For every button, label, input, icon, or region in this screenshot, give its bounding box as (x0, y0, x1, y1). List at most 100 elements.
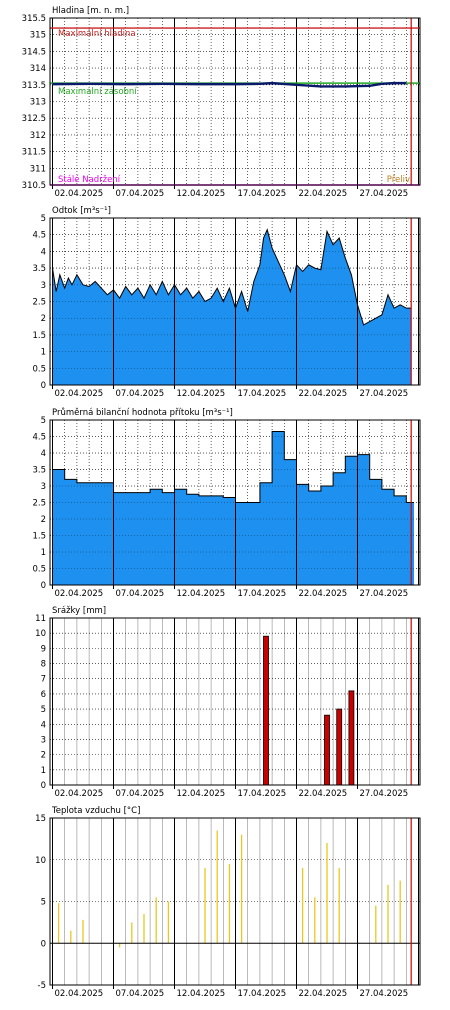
x-tick-label: 02.04.2025 (55, 589, 104, 599)
y-tick-label: 312.5 (22, 114, 46, 124)
x-tick-label: 27.04.2025 (360, 189, 409, 199)
x-tick-label: 22.04.2025 (299, 989, 348, 999)
y-tick-label: 311 (30, 164, 46, 174)
rain-bar (263, 635, 269, 786)
x-tick-label: 02.04.2025 (55, 789, 104, 799)
y-tick-label: 314 (30, 64, 46, 74)
rain-bar (324, 714, 330, 786)
y-tick-label: 5 (41, 214, 46, 224)
series-line (52, 81, 407, 88)
y-tick-label: 3.5 (32, 264, 46, 274)
y-tick-label: 9 (41, 644, 46, 654)
chart-title: Srážky [mm] (52, 606, 106, 616)
y-tick-label: 313 (30, 98, 46, 108)
x-tick-label: 02.04.2025 (55, 389, 104, 399)
y-tick-label: 4.5 (32, 433, 46, 443)
x-tick-label: 07.04.2025 (116, 389, 165, 399)
y-tick-label: -5 (38, 981, 46, 991)
y-tick-label: 8 (41, 660, 46, 670)
y-tick-label: 0 (41, 939, 46, 949)
y-tick-label: 311.5 (22, 148, 46, 158)
y-tick-label: 1 (41, 766, 46, 776)
y-tick-label: 4 (41, 247, 46, 257)
x-tick-label: 12.04.2025 (177, 589, 226, 599)
x-tick-label: 27.04.2025 (360, 589, 409, 599)
y-tick-label: 2.5 (32, 298, 46, 308)
chart-title: Průměrná bilanční hodnota přítoku [m³s⁻¹… (52, 407, 233, 418)
x-tick-label: 22.04.2025 (299, 189, 348, 199)
y-tick-label: 315.5 (22, 14, 46, 24)
y-tick-label: 4 (41, 720, 46, 730)
x-tick-label: 17.04.2025 (238, 389, 287, 399)
panel-precipitation: Srážky [mm] 0 1 2 3 4 5 6 7 8 9 10 11 02.04.2025 07.04… (35, 606, 421, 799)
y-tick-label: 5 (41, 898, 46, 908)
x-tick-label: 17.04.2025 (238, 189, 287, 199)
y-tick-label: 1.5 (32, 532, 46, 542)
y-tick-label: 315 (30, 31, 46, 41)
x-tick-label: 07.04.2025 (116, 789, 165, 799)
y-tick-label: 10 (35, 856, 46, 866)
ref-line-max-storage-label: Maximální zásobní (58, 87, 137, 97)
y-tick-label: 313.5 (22, 81, 46, 91)
y-tick-label: 6 (41, 690, 46, 700)
y-tick-label: 3 (41, 735, 46, 745)
y-tick-label: 314.5 (22, 47, 46, 57)
y-tick-label: 7 (41, 675, 46, 685)
x-tick-label: 12.04.2025 (177, 389, 226, 399)
chart-title: Hladina [m. n. m.] (52, 6, 129, 16)
y-tick-label: 2.5 (32, 499, 46, 509)
x-tick-label: 27.04.2025 (360, 989, 409, 999)
y-tick-label: 0.5 (32, 364, 46, 374)
y-tick-label: 3.5 (32, 466, 46, 476)
x-tick-label: 17.04.2025 (238, 989, 287, 999)
x-tick-label: 07.04.2025 (116, 589, 165, 599)
x-tick-label: 27.04.2025 (360, 789, 409, 799)
series-outline (52, 228, 412, 326)
x-tick-label: 22.04.2025 (299, 389, 348, 399)
y-tick-label: 3 (41, 281, 46, 291)
y-tick-label: 0 (41, 781, 46, 791)
chart-title: Teplota vzduchu [°C] (51, 806, 140, 816)
panel-outflow: Odtok [m³s⁻¹] 0 0.5 1 1.5 2 2.5 3 3.5 4 4.5 5 02.04.… (32, 206, 421, 399)
rain-bar (336, 708, 343, 786)
x-tick-label: 17.04.2025 (238, 589, 287, 599)
ref-line-permanent-label: Stálé Nadržení (58, 174, 121, 185)
x-tick-label: 22.04.2025 (299, 789, 348, 799)
panel-air-temperature: Teplota vzduchu [°C] -5 0 5 10 15 02.04.2025 07… (35, 806, 421, 999)
y-tick-label: 5 (41, 416, 46, 426)
x-tick-label: 07.04.2025 (116, 189, 165, 199)
x-tick-label: 02.04.2025 (55, 189, 104, 199)
y-tick-label: 10 (35, 629, 46, 639)
x-tick-label: 12.04.2025 (177, 789, 226, 799)
panel-inflow: Průměrná bilanční hodnota přítoku [m³s⁻¹… (32, 407, 421, 599)
y-tick-label: 3 (41, 482, 46, 492)
x-tick-label: 07.04.2025 (116, 989, 165, 999)
y-tick-label: 2 (41, 515, 46, 525)
y-tick-label: 5 (41, 705, 46, 715)
y-tick-label: 15 (35, 814, 46, 824)
panel-water-level: Hladina [m. n. m.] 310.5 311 311.5 312 312.5 3… (22, 6, 421, 199)
x-tick-label: 12.04.2025 (177, 989, 226, 999)
x-tick-label: 02.04.2025 (55, 989, 104, 999)
y-tick-label: 11 (35, 614, 46, 624)
ref-line-spillway-label: Přeliv (387, 175, 410, 185)
x-tick-label: 22.04.2025 (299, 589, 348, 599)
ref-line-max-level-label: Maximální hladina (58, 29, 136, 39)
y-tick-label: 0 (41, 381, 46, 391)
y-tick-label: 1.5 (32, 331, 46, 341)
y-tick-label: 2 (41, 314, 46, 324)
y-tick-label: 4 (41, 449, 46, 459)
x-tick-label: 17.04.2025 (238, 789, 287, 799)
y-tick-label: 0.5 (32, 565, 46, 575)
series-area (52, 431, 414, 585)
series-outline (52, 431, 414, 503)
y-tick-label: 4.5 (32, 231, 46, 241)
y-tick-label: 312 (30, 131, 46, 141)
y-tick-label: 2 (41, 751, 46, 761)
chart-title: Odtok [m³s⁻¹] (52, 206, 111, 216)
y-tick-label: 0 (41, 581, 46, 591)
rain-bar (348, 690, 355, 786)
y-tick-label: 1 (41, 348, 46, 358)
